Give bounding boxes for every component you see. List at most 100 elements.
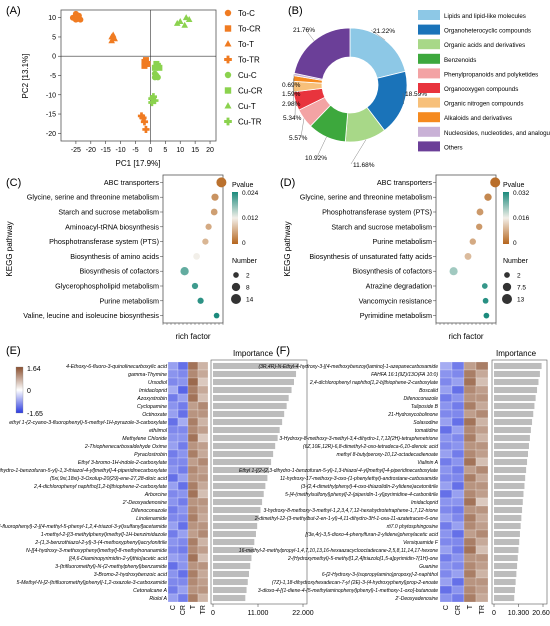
panel-f-heat-cell: [440, 362, 452, 370]
panel-e-importance-tick-label: 11.000: [248, 610, 269, 617]
panel-e-heat-cell: [198, 490, 208, 498]
panel-f-column-label: CR: [455, 605, 462, 615]
panel-e-heat-cell: [198, 530, 208, 538]
panel-f-heat-cell: [440, 490, 452, 498]
panel-e-heat-cell: [178, 386, 188, 394]
panel-f-heat-cell: [476, 466, 488, 474]
panel-f-heat-cell: [476, 562, 488, 570]
panel-e-heat-cell: [188, 394, 198, 402]
panel-a-legend-label: Cu-CR: [238, 87, 263, 96]
panel-e-importance-bar: [213, 435, 278, 441]
panel-f-row-label: Ethyl 1-[(2-(2,3-dihydro-1-benzofuran-5-…: [239, 468, 438, 474]
panel-e-heat-cell: [188, 370, 198, 378]
panel-c-pvalue-legend-title: Pvalue: [232, 182, 254, 189]
panel-f-heat-cell: [464, 370, 476, 378]
panel-e-heat-cell: [168, 522, 178, 530]
panel-a-legend-marker: [224, 56, 232, 64]
panel-e-heat-cell: [188, 594, 198, 602]
panel-b-legend-label: Nucleosides, nucleotides, and analogues: [444, 130, 550, 137]
panel-c-pvalue-colorbar: [232, 192, 238, 244]
panel-e-heat-cell: [198, 466, 208, 474]
panel-e-importance-bar: [213, 403, 287, 409]
panel-f-importance-bar: [494, 515, 521, 521]
panel-b-slice-label: 11.68%: [353, 162, 375, 169]
panel-e-heat-cell: [168, 426, 178, 434]
panel-f-heat-cell: [452, 386, 464, 394]
panel-f-heat-cell: [476, 530, 488, 538]
panel-f-heat-cell: [452, 498, 464, 506]
panel-e-row-label: N-(4-fluorophenyl)-2-[(4-methyl-5-phenyl…: [0, 524, 167, 530]
panel-f-row-label: 16-methyl-2-methylpropyl-1,4,7,10,13,16-…: [239, 548, 438, 554]
panel-f-importance-bar: [494, 419, 532, 425]
panel-f-importance-tick-label: 0: [492, 610, 496, 617]
panel-e-row-label: Methylene Chloride: [122, 436, 167, 442]
panel-f-heat-cell: [476, 370, 488, 378]
panel-d-number-legend-label: 7.5: [517, 285, 526, 292]
panel-e-heat-cell: [188, 482, 198, 490]
panel-e-row-label: Riolol A: [149, 596, 167, 602]
panel-c-bubble: [205, 224, 211, 230]
panel-f-heat-cell: [476, 506, 488, 514]
panel-e-heat-cell: [178, 418, 188, 426]
panel-e-heat-cell: [198, 506, 208, 514]
panel-f-heat-cell: [440, 538, 452, 546]
panel-b-legend-swatch: [418, 10, 440, 20]
panel-c-bubble: [211, 209, 218, 216]
panel-d-bubble: [465, 253, 472, 260]
panel-b-legend-label: Organooxygen compounds: [444, 86, 518, 93]
panel-f-importance-bar: [494, 475, 525, 481]
panel-f-row-label: 6-[2-Hydroxy-3-(isopropylamino)propoxy]-…: [322, 572, 439, 578]
panel-b-slice-label: 2.98%: [282, 101, 301, 108]
panel-b-legend-label: Organic acids and derivatives: [444, 42, 525, 49]
panel-a-ytick-label: -10: [46, 92, 56, 99]
panel-f-importance-bar: [494, 459, 527, 465]
panel-e: (E) 4-Ethoxy-6-fluoro-3-quinolinecarboxy…: [0, 345, 314, 617]
panel-c-bubble: [202, 238, 208, 244]
panel-e-column-label: TR: [200, 605, 207, 614]
panel-e-heat-cell: [168, 450, 178, 458]
panel-c-ylabel: KEGG pathway: [5, 221, 14, 276]
panel-e-row-label: Azoxystrobin: [136, 396, 167, 402]
panel-f-row-label: 2-(Hydroxymethyl)-5-methyl[1,2,4]triazol…: [287, 556, 438, 562]
panel-d-pvalue-tick: 0.016: [513, 215, 530, 222]
panel-b-legend-label: Alkaloids and derivatives: [444, 115, 512, 122]
panel-d-pathway-label: Biosynthesis of unsaturated fatty acids: [309, 252, 432, 261]
panel-a-ytick-label: -15: [46, 112, 56, 119]
panel-b-legend-swatch: [418, 25, 440, 35]
panel-b-slice: [350, 28, 405, 78]
panel-f-heat-cell: [440, 546, 452, 554]
panel-f-heat-cell: [452, 458, 464, 466]
panel-f-heat-cell: [464, 458, 476, 466]
panel-c-xlabel: rich factor: [175, 332, 210, 341]
panel-a-ylabel: PC2 [13.1%]: [21, 54, 30, 99]
panel-c-pathway-label: Valine, leucine and isoleucine biosynthe…: [23, 311, 159, 320]
panel-b-slice-label: 0.69%: [282, 82, 301, 89]
panel-f-heat-cell: [464, 546, 476, 554]
panel-f-heat-cell: [464, 450, 476, 458]
panel-b-legend-label: Organoheterocyclic compounds: [444, 28, 531, 35]
panel-f-heat-cell: [440, 442, 452, 450]
panel-f-heat-cell: [440, 426, 452, 434]
panel-e-importance-bar: [213, 507, 260, 513]
panel-e-heat-cell: [188, 442, 198, 450]
panel-d-bubble: [470, 238, 476, 244]
panel-f-heat-cell: [440, 418, 452, 426]
panel-f-importance-bar: [494, 379, 538, 385]
panel-e-importance-bar: [213, 395, 289, 401]
panel-a-legend-label: To-CR: [238, 25, 261, 34]
panel-d-number-legend-label: 13: [517, 297, 525, 304]
panel-e-row-label: 2,4-dichlorophenyl naphtho[1,2-b]thiophe…: [33, 484, 167, 490]
panel-f-importance-bar: [494, 563, 517, 569]
panel-f-heat-cell: [452, 418, 464, 426]
panel-d-number-legend-dot: [503, 283, 511, 291]
panel-a-ytick-label: 5: [52, 34, 56, 41]
panel-f-importance-bar: [494, 531, 520, 537]
panel-f-importance-bar: [494, 587, 515, 593]
panel-f-heat-cell: [452, 506, 464, 514]
panel-e-row-label: 3-(trifluoromethyl)-N-(2-methylphenyl)be…: [55, 564, 167, 570]
panel-a-point: [152, 74, 158, 80]
panel-a-point: [142, 126, 149, 133]
panel-e-heat-cell: [188, 538, 198, 546]
